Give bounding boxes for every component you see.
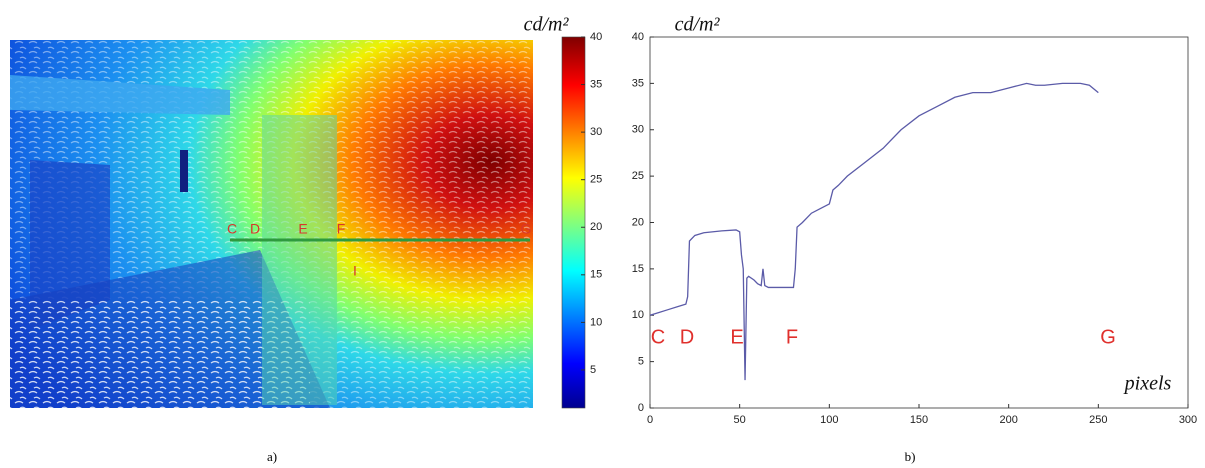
ceiling-beam [10, 75, 230, 115]
caption: b) [905, 449, 916, 464]
plot-frame [649, 36, 1189, 409]
colorbar-tick-label: 30 [590, 126, 602, 138]
floor-texture [10, 300, 310, 408]
x-tick-label: 100 [820, 414, 838, 426]
x-axis-label: pixels [1123, 373, 1172, 395]
point-label: C [651, 326, 665, 348]
door [262, 115, 337, 405]
colorbar-tick-label: 35 [590, 78, 602, 90]
point-label: D [680, 326, 694, 348]
data-line [649, 82, 1099, 381]
point-label: E [298, 221, 307, 237]
y-axis-label: cd/m² [675, 14, 721, 36]
x-tick-label: 50 [734, 414, 746, 426]
point-label: F [786, 326, 798, 348]
colorbar-label: cd/m² [524, 14, 570, 36]
x-tick-label: 300 [1179, 414, 1197, 426]
point-label: I [353, 263, 357, 279]
colorbar-tick-label: 40 [590, 31, 602, 43]
colorbar-tick-label: 15 [590, 269, 602, 281]
y-tick-label: 5 [638, 356, 644, 368]
colorbar-tick-label: 20 [590, 221, 602, 233]
y-tick-label: 25 [632, 170, 644, 182]
lamp [180, 150, 188, 192]
y-tick-label: 10 [632, 309, 644, 321]
x-tick-label: 200 [999, 414, 1017, 426]
y-tick-label: 30 [632, 124, 644, 136]
point-label: D [250, 221, 260, 237]
point-label: E [730, 326, 743, 348]
point-label: C [227, 221, 237, 237]
y-tick-label: 0 [638, 402, 644, 414]
y-tick-label: 20 [632, 216, 644, 228]
point-label: G [1100, 326, 1116, 348]
x-tick-label: 150 [910, 414, 928, 426]
colorbar-tick-label: 25 [590, 174, 602, 186]
colorbar [561, 36, 586, 409]
colorbar-tick-label: 10 [590, 316, 602, 328]
point-label: F [337, 221, 346, 237]
y-tick-label: 35 [632, 77, 644, 89]
y-tick-label: 15 [632, 263, 644, 275]
x-tick-label: 0 [647, 414, 653, 426]
colorbar-tick-label: 5 [590, 364, 596, 376]
x-tick-label: 250 [1089, 414, 1107, 426]
y-tick-label: 40 [632, 31, 644, 43]
point-label: G [521, 221, 532, 237]
caption: a) [267, 449, 277, 464]
